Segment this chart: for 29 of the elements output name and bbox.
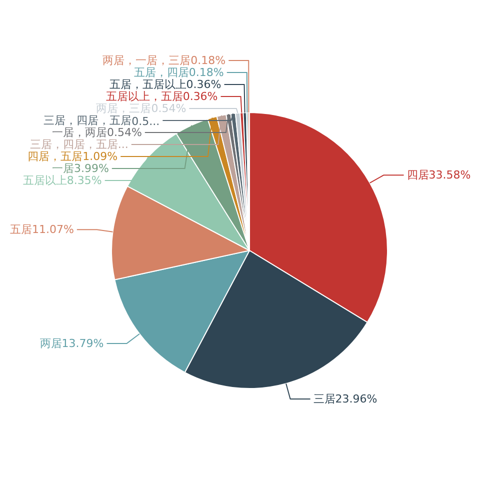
slice-label: 三居 [313,392,336,406]
slice-label: 两居 [40,337,62,350]
data-label: 0.36% [182,90,218,103]
slice-label: 五居，四居 [134,66,189,79]
slice-label: 一居 [52,162,74,175]
slice-label: 五居 [10,223,32,236]
slice-label: 三居，四居，五居... [30,138,128,151]
slice-label: 四居 [406,168,429,182]
data-label: 0.54% [151,102,186,115]
slice-label: 两居，三居 [96,102,152,115]
data-label: 33.58% [428,168,471,182]
slice-label: 四居，五居 [28,150,83,163]
data-label: 0.54% [106,126,142,139]
data-label: 8.35% [66,174,102,187]
data-label: 0.18% [188,66,224,79]
slice-label: 五居以上，五居 [106,90,183,103]
slice-label: 五居以上 [22,174,67,187]
slice-label: 两居，一居，三居 [102,54,191,67]
slice-label: 三居，四居，五居 [44,114,132,127]
data-label: 11.07% [32,223,74,236]
data-label: 3.99% [74,162,109,175]
data-label: 23.96% [335,392,378,406]
data-label: 0.18% [190,54,226,67]
data-label: 13.79% [62,337,104,350]
data-label: 0.5... [132,115,160,128]
slice-label: 一居，两居 [52,126,107,139]
data-label: 0.36% [186,78,222,91]
slice-label: 五居，五居以上 [109,78,186,91]
data-label: 1.09% [82,150,118,163]
